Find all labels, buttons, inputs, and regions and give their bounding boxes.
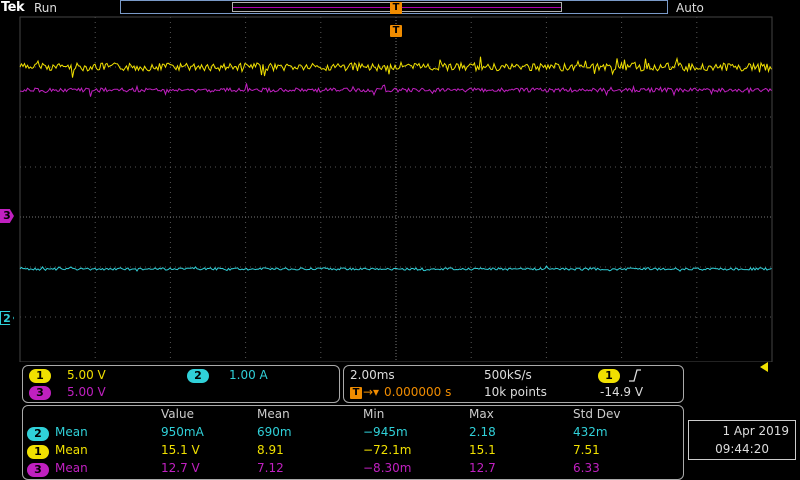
graticule-border bbox=[19, 16, 773, 362]
horizontal-position: 0.000000 s bbox=[384, 385, 452, 399]
col-header-min: Min bbox=[363, 407, 385, 421]
row-max: 2.18 bbox=[469, 425, 496, 439]
channel-3-scale: 5.00 V bbox=[67, 385, 106, 399]
trigger-level-arrow-icon[interactable] bbox=[760, 362, 768, 372]
measurements-panel[interactable]: Value Mean Min Max Std Dev 2 Mean 950mA … bbox=[22, 405, 684, 480]
row-channel-badge: 2 bbox=[27, 427, 49, 441]
timebase-trigger-panel[interactable]: 2.00ms 500kS/s T →▾ 0.000000 s 10k point… bbox=[343, 365, 684, 403]
waveform-display[interactable] bbox=[0, 0, 800, 362]
time-label: 09:44:20 bbox=[715, 442, 769, 456]
trigger-source-badge[interactable]: 1 bbox=[598, 369, 620, 383]
row-value: 12.7 V bbox=[161, 461, 200, 475]
delay-arrow-icon: →▾ bbox=[363, 385, 380, 399]
trigger-mode[interactable]: Auto bbox=[676, 1, 704, 15]
rising-edge-icon bbox=[629, 369, 641, 382]
row-mean: 690m bbox=[257, 425, 292, 439]
channel-scale-panel[interactable]: 1 5.00 V 2 1.00 A 3 5.00 V bbox=[22, 365, 340, 403]
brand-logo: Tek bbox=[1, 0, 25, 15]
row-type: Mean bbox=[55, 443, 88, 457]
trigger-level: -14.9 V bbox=[600, 385, 644, 399]
status-bar: Tek Run T Auto bbox=[0, 0, 800, 16]
row-std-dev: 432m bbox=[573, 425, 608, 439]
row-value: 15.1 V bbox=[161, 443, 200, 457]
channel-1-trace bbox=[19, 56, 772, 78]
channel-1-scale: 5.00 V bbox=[67, 368, 106, 382]
row-min: −72.1m bbox=[363, 443, 412, 457]
channel-2-ground-marker[interactable]: 2 bbox=[0, 311, 14, 325]
trigger-position-marker-top[interactable]: T bbox=[390, 2, 402, 14]
col-header-std-dev: Std Dev bbox=[573, 407, 621, 421]
channel-3-ground-marker[interactable]: 3 bbox=[0, 209, 14, 223]
row-max: 12.7 bbox=[469, 461, 496, 475]
row-type: Mean bbox=[55, 425, 88, 439]
channel-3-trace bbox=[19, 83, 772, 97]
acquisition-state[interactable]: Run bbox=[34, 1, 58, 15]
col-header-mean: Mean bbox=[257, 407, 290, 421]
row-type: Mean bbox=[55, 461, 88, 475]
row-channel-badge: 3 bbox=[27, 463, 49, 477]
channel-2-trace bbox=[19, 265, 772, 272]
row-std-dev: 7.51 bbox=[573, 443, 600, 457]
trigger-position-icon: T bbox=[350, 387, 362, 399]
trigger-position-marker[interactable]: T bbox=[390, 25, 402, 37]
col-header-max: Max bbox=[469, 407, 494, 421]
datetime-display[interactable]: 1 Apr 2019 09:44:20 bbox=[688, 420, 796, 460]
row-value: 950mA bbox=[161, 425, 204, 439]
row-std-dev: 6.33 bbox=[573, 461, 600, 475]
date-label: 1 Apr 2019 bbox=[722, 424, 789, 438]
horizontal-scale: 2.00ms bbox=[350, 368, 395, 382]
channel-2-scale: 1.00 A bbox=[229, 368, 268, 382]
col-header-value: Value bbox=[161, 407, 194, 421]
channel-2-badge[interactable]: 2 bbox=[187, 369, 209, 383]
row-min: −945m bbox=[363, 425, 408, 439]
row-max: 15.1 bbox=[469, 443, 496, 457]
row-mean: 8.91 bbox=[257, 443, 284, 457]
row-mean: 7.12 bbox=[257, 461, 284, 475]
row-channel-badge: 1 bbox=[27, 445, 49, 459]
channel-1-badge[interactable]: 1 bbox=[29, 369, 51, 383]
record-length: 10k points bbox=[484, 385, 547, 399]
sample-rate: 500kS/s bbox=[484, 368, 532, 382]
row-min: −8.30m bbox=[363, 461, 412, 475]
channel-3-badge[interactable]: 3 bbox=[29, 386, 51, 400]
